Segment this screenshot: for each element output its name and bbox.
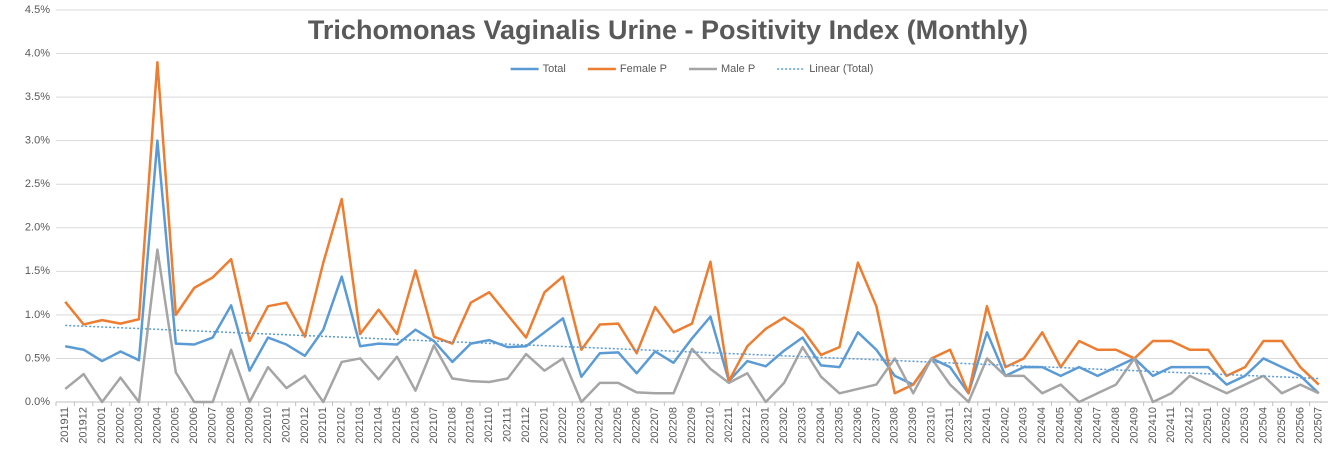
- x-tick-label: 202405: [1055, 407, 1067, 444]
- x-tick-label: 202202: [557, 407, 569, 444]
- x-tick-label: 202305: [833, 407, 845, 444]
- x-tick-label: 202203: [575, 407, 587, 444]
- legend-label: Total: [543, 63, 566, 75]
- x-tick-label: 202207: [649, 407, 661, 444]
- x-tick-label: 202301: [760, 407, 772, 444]
- legend: Total Female P Male P Linear (Total): [510, 63, 873, 75]
- x-tick-label: 202504: [1257, 407, 1269, 444]
- series-line: [64, 248, 1320, 404]
- x-tick-label: 202206: [631, 407, 643, 444]
- y-tick-label: 2.0%: [25, 222, 50, 234]
- x-tick-label: 202408: [1110, 407, 1122, 444]
- x-tick-label: 202008: [225, 407, 237, 444]
- x-tick-label: 202007: [207, 407, 219, 444]
- y-tick-label: 3.0%: [25, 135, 50, 147]
- y-tick-label: 2.5%: [25, 178, 50, 190]
- x-tick-label: 202407: [1091, 407, 1103, 444]
- x-tick-label: 202401: [981, 407, 993, 444]
- x-tick-label: 202402: [999, 407, 1011, 444]
- legend-item: Total: [510, 63, 566, 75]
- legend-label: Male P: [721, 63, 755, 75]
- x-tick-label: 202303: [797, 407, 809, 444]
- y-tick-label: 0.5%: [25, 352, 50, 364]
- series-line: [64, 61, 1320, 395]
- x-tick-label: 202406: [1073, 407, 1085, 444]
- x-tick-label: 202505: [1276, 407, 1288, 444]
- y-tick-label: 3.5%: [25, 91, 50, 103]
- legend-label: Linear (Total): [809, 63, 873, 75]
- x-tick-label: 202011: [280, 407, 292, 443]
- x-tick-label: 202002: [114, 407, 126, 444]
- y-tick-label: 0.0%: [25, 396, 50, 408]
- x-tick-label: 202108: [446, 407, 458, 444]
- legend-item: Female P: [587, 63, 667, 75]
- x-tick-label: 202001: [96, 407, 108, 444]
- x-tick-label: 201911: [59, 407, 71, 443]
- x-tick-label: 202209: [686, 407, 698, 444]
- x-tick-label: 202409: [1128, 407, 1140, 444]
- x-tick-label: 202212: [741, 407, 753, 444]
- x-tick-label: 202304: [815, 407, 827, 444]
- x-tick-label: 202111: [502, 407, 514, 442]
- x-tick-label: 202110: [483, 407, 495, 443]
- x-tick-label: 202306: [852, 407, 864, 444]
- x-tick-label: 202309: [907, 407, 919, 444]
- x-tick-label: 202104: [373, 407, 385, 444]
- y-tick-label: 4.0%: [25, 47, 50, 59]
- x-tick-label: 202502: [1221, 407, 1233, 444]
- y-tick-label: 4.5%: [25, 4, 50, 16]
- x-tick-label: 202403: [1018, 407, 1030, 444]
- x-tick-label: 202102: [336, 407, 348, 444]
- x-tick-label: 202106: [409, 407, 421, 444]
- x-tick-label: 202109: [465, 407, 477, 444]
- x-tick-label: 202208: [667, 407, 679, 444]
- x-tick-label: 202503: [1239, 407, 1251, 444]
- x-tick-label: 202103: [354, 407, 366, 444]
- x-tick-label: 202501: [1202, 407, 1214, 444]
- x-tick-label: 202010: [262, 407, 274, 444]
- legend-item: Male P: [688, 63, 755, 75]
- legend-label: Female P: [620, 63, 667, 75]
- x-tick-label: 202308: [889, 407, 901, 444]
- x-tick-label: 202311: [944, 407, 956, 443]
- x-tick-label: 202307: [870, 407, 882, 444]
- y-tick-label: 1.0%: [25, 309, 50, 321]
- x-tick-label: 202005: [170, 407, 182, 444]
- y-tick-label: 1.5%: [25, 265, 50, 277]
- x-tick-label: 202507: [1313, 407, 1325, 444]
- trendline: [65, 324, 1319, 380]
- x-tick-label: 202412: [1184, 407, 1196, 444]
- x-tick-label: 201912: [78, 407, 90, 444]
- x-tick-label: 202112: [520, 407, 532, 443]
- x-tick-label: 202204: [594, 407, 606, 444]
- legend-item: Linear (Total): [777, 63, 873, 75]
- x-tick-label: 202105: [391, 407, 403, 444]
- x-tick-label: 202506: [1294, 407, 1306, 444]
- chart-title: Trichomonas Vaginalis Urine - Positivity…: [308, 15, 1028, 45]
- x-tick-label: 202312: [962, 407, 974, 444]
- x-tick-label: 202003: [133, 407, 145, 444]
- x-tick-label: 202302: [778, 407, 790, 444]
- x-tick-label: 202411: [1165, 407, 1177, 443]
- x-tick-label: 202004: [151, 407, 163, 444]
- x-tick-label: 202211: [723, 407, 735, 443]
- x-tick-label: 202101: [317, 407, 329, 444]
- x-tick-label: 202404: [1036, 407, 1048, 444]
- x-tick-label: 202205: [612, 407, 624, 444]
- x-tick-label: 202310: [926, 407, 938, 444]
- x-tick-label: 202012: [299, 407, 311, 444]
- x-tick-label: 202107: [428, 407, 440, 444]
- x-tick-label: 202009: [243, 407, 255, 444]
- x-tick-label: 202210: [704, 407, 716, 444]
- x-tick-label: 202006: [188, 407, 200, 444]
- x-tick-label: 202201: [538, 407, 550, 444]
- x-tick-label: 202410: [1147, 407, 1159, 444]
